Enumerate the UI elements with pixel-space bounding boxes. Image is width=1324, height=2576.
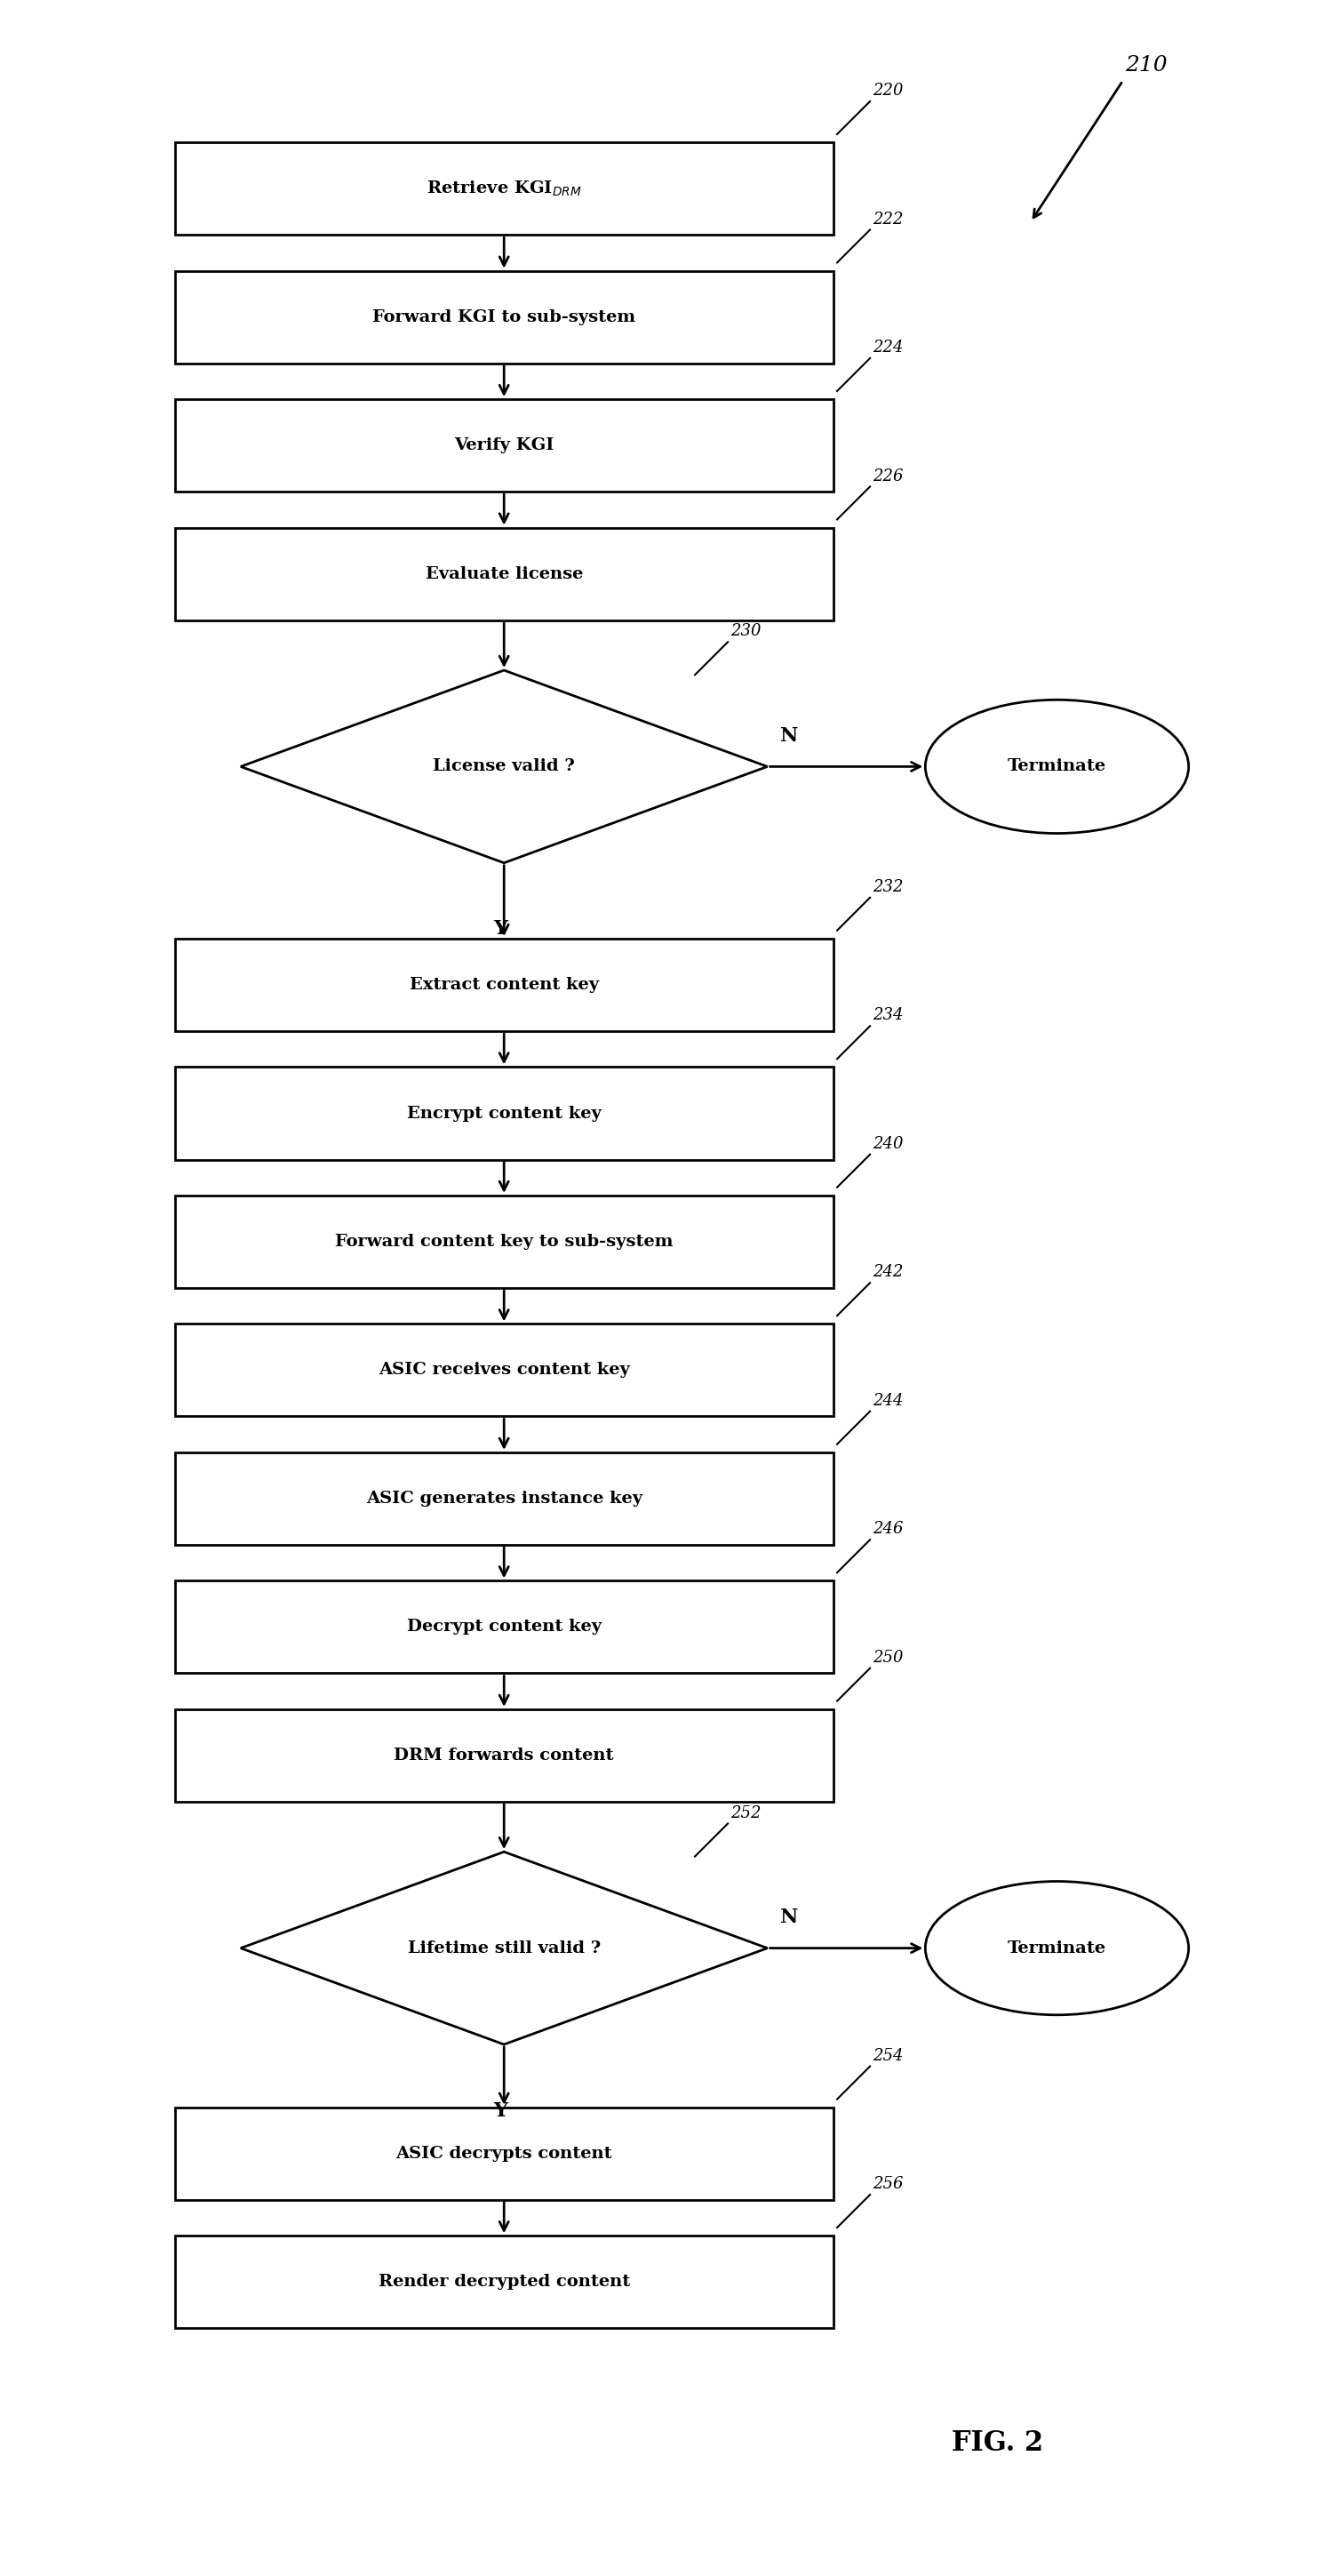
Text: 250: 250 [873,1649,903,1667]
Text: 246: 246 [873,1522,903,1538]
Text: ASIC receives content key: ASIC receives content key [379,1363,630,1378]
Text: 230: 230 [731,623,761,639]
Text: Extract content key: Extract content key [409,976,598,992]
Text: License valid ?: License valid ? [433,757,575,775]
FancyBboxPatch shape [175,1582,833,1674]
Text: Forward content key to sub-system: Forward content key to sub-system [335,1234,673,1249]
Text: DRM forwards content: DRM forwards content [395,1747,614,1765]
Ellipse shape [925,701,1189,835]
Text: 252: 252 [731,1806,761,1821]
Text: 232: 232 [873,878,903,894]
Text: Y: Y [493,920,507,940]
Text: 242: 242 [873,1265,903,1280]
Text: 210: 210 [1125,54,1168,75]
Text: Lifetime still valid ?: Lifetime still valid ? [408,1940,601,1955]
Text: 222: 222 [873,211,903,227]
Text: Encrypt content key: Encrypt content key [406,1105,601,1121]
Text: Terminate: Terminate [1008,1940,1107,1955]
Text: 256: 256 [873,2177,903,2192]
FancyBboxPatch shape [175,399,833,492]
Polygon shape [241,1852,768,2045]
Text: 226: 226 [873,469,903,484]
Text: ASIC decrypts content: ASIC decrypts content [396,2146,612,2161]
Text: Retrieve KGI$_{DRM}$: Retrieve KGI$_{DRM}$ [426,180,581,198]
Text: 220: 220 [873,82,903,98]
Text: Y: Y [493,2102,507,2120]
Text: Decrypt content key: Decrypt content key [406,1620,601,1636]
Text: Evaluate license: Evaluate license [425,567,583,582]
FancyBboxPatch shape [175,938,833,1030]
Polygon shape [241,670,768,863]
FancyBboxPatch shape [175,2107,833,2200]
Text: FIG. 2: FIG. 2 [952,2429,1043,2458]
FancyBboxPatch shape [175,142,833,234]
FancyBboxPatch shape [175,1195,833,1288]
Ellipse shape [925,1880,1189,2014]
Text: Verify KGI: Verify KGI [454,438,553,453]
Text: 254: 254 [873,2048,903,2063]
Text: ASIC generates instance key: ASIC generates instance key [365,1492,642,1507]
Text: Render decrypted content: Render decrypted content [379,2275,630,2290]
Text: N: N [780,726,798,744]
Text: 234: 234 [873,1007,903,1023]
Text: Forward KGI to sub-system: Forward KGI to sub-system [372,309,636,325]
Text: N: N [780,1906,798,1927]
FancyBboxPatch shape [175,528,833,621]
FancyBboxPatch shape [175,1710,833,1801]
FancyBboxPatch shape [175,1453,833,1546]
FancyBboxPatch shape [175,1324,833,1417]
Text: 224: 224 [873,340,903,355]
FancyBboxPatch shape [175,2236,833,2329]
Text: Terminate: Terminate [1008,757,1107,775]
FancyBboxPatch shape [175,1066,833,1159]
Text: 240: 240 [873,1136,903,1151]
Text: 244: 244 [873,1394,903,1409]
FancyBboxPatch shape [175,270,833,363]
